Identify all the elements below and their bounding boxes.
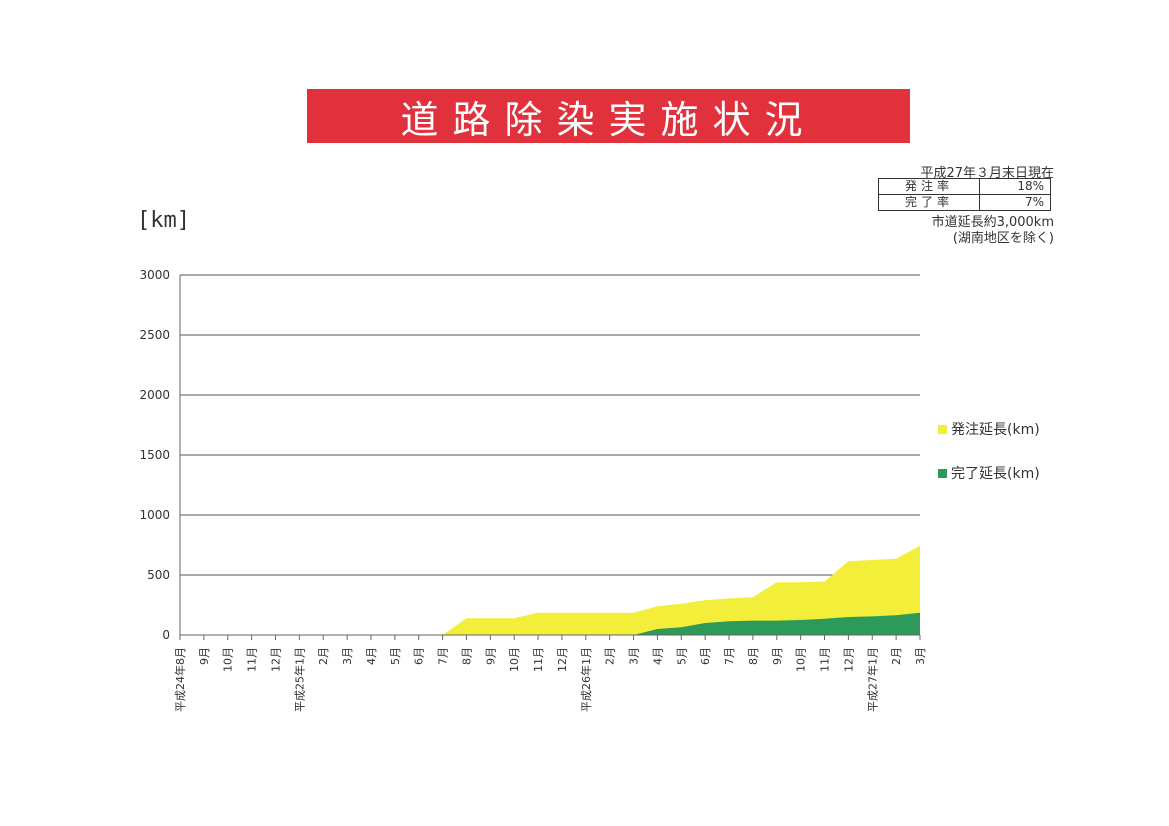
x-tick-label: 12月 [269, 647, 282, 672]
x-tick-label: 7月 [723, 647, 736, 665]
x-tick-label: 9月 [484, 647, 497, 665]
x-tick-label: 3月 [914, 647, 927, 665]
y-tick-label: 1500 [139, 448, 170, 462]
y-tick-label: 2000 [139, 388, 170, 402]
x-tick-label: 8月 [460, 647, 473, 665]
title-banner: 道路除染実施状況 [307, 89, 910, 143]
x-tick-label: 7月 [437, 647, 450, 665]
x-tick-label: 平成25年1月 [292, 647, 306, 712]
x-tick-label: 10月 [222, 647, 235, 672]
complete-rate-value: 7% [979, 194, 1051, 211]
x-tick-label: 平成27年1月 [865, 647, 879, 712]
x-tick-label: 11月 [532, 647, 545, 672]
x-tick-label: 10月 [795, 647, 808, 672]
area-series-complete [180, 612, 920, 635]
x-tick-label: 10月 [508, 647, 521, 672]
rate-table: 発注率 18% 完了率 7% [878, 178, 1051, 211]
table-row: 完了率 7% [878, 194, 1051, 211]
y-axis-unit: [km] [137, 208, 190, 233]
legend-swatch-order [938, 424, 947, 434]
x-tick-label: 2月 [317, 647, 330, 665]
x-tick-label: 平成24年8月 [173, 647, 187, 712]
x-tick-label: 11月 [819, 647, 832, 672]
y-tick-label: 3000 [139, 268, 170, 282]
area-series-order [180, 545, 920, 635]
page-title: 道路除染実施状況 [400, 97, 817, 142]
x-tick-label: 3月 [341, 647, 354, 665]
y-tick-label: 1000 [139, 508, 170, 522]
legend-item-complete: 完了延長(km) [938, 463, 1040, 483]
x-tick-label: 5月 [675, 647, 688, 665]
x-tick-label: 4月 [651, 647, 664, 665]
x-tick-label: 6月 [699, 647, 712, 665]
x-tick-label: 12月 [842, 647, 855, 672]
y-tick-label: 2500 [139, 328, 170, 342]
x-tick-label: 9月 [198, 647, 211, 665]
x-tick-label: 12月 [556, 647, 569, 672]
legend-label-complete: 完了延長(km) [951, 466, 1040, 482]
x-tick-label: 11月 [246, 647, 259, 672]
x-tick-label: 2月 [604, 647, 617, 665]
table-row: 発注率 18% [878, 178, 1051, 195]
x-tick-label: 平成26年1月 [579, 647, 593, 712]
x-tick-label: 6月 [413, 647, 426, 665]
x-tick-label: 4月 [365, 647, 378, 665]
legend-item-order: 発注延長(km) [938, 419, 1040, 439]
x-tick-label: 8月 [747, 647, 760, 665]
exclusion-note: (湖南地区を除く) [952, 231, 1054, 246]
x-tick-label: 2月 [890, 647, 903, 665]
as-of-date: 平成27年３月末日現在 [920, 166, 1054, 181]
x-tick-label: 5月 [389, 647, 402, 665]
x-tick-label: 9月 [771, 647, 784, 665]
legend-label-order: 発注延長(km) [951, 422, 1040, 438]
x-tick-label: 3月 [628, 647, 641, 665]
legend-swatch-complete [938, 468, 947, 478]
road-length-note: 市道延長約3,000km [931, 215, 1054, 230]
y-tick-label: 0 [162, 628, 170, 642]
y-tick-label: 500 [147, 568, 170, 582]
